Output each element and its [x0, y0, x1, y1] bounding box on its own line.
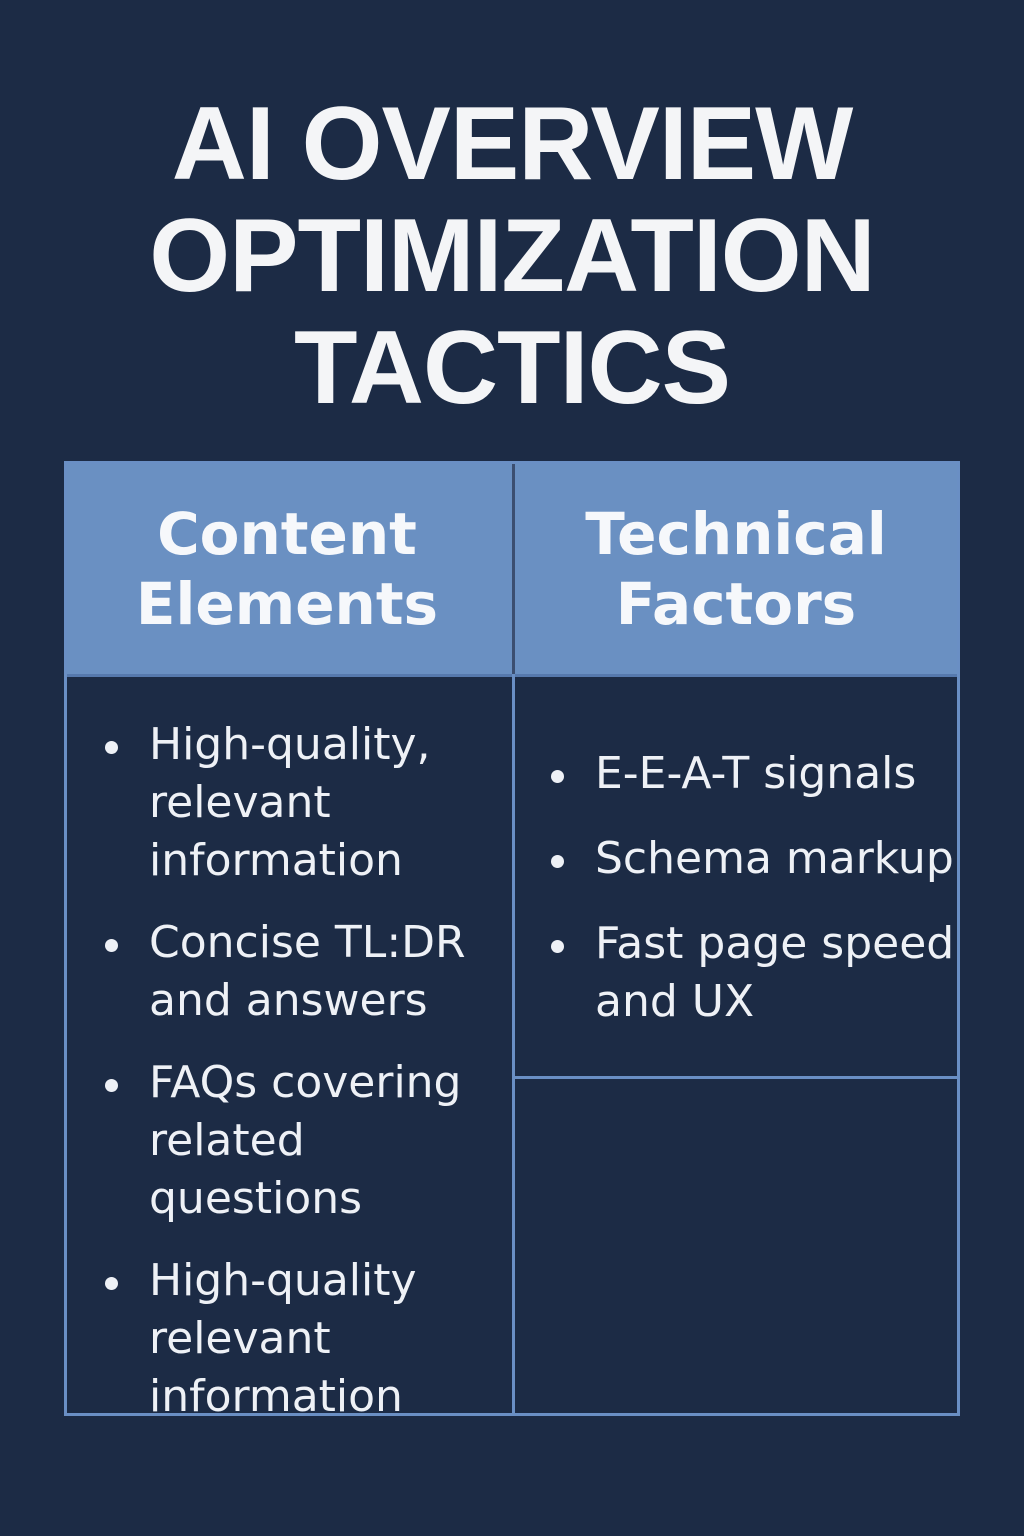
column-header-line-2: Elements [135, 570, 439, 638]
header-column-divider [512, 464, 515, 674]
bullet-icon [105, 1079, 118, 1092]
column-header-line-1: Technical [585, 500, 887, 568]
column-header-line-1: Content [157, 500, 417, 568]
list-item-text: Schema markup [595, 833, 954, 884]
list-item: Fast page speed and UX [513, 915, 959, 1031]
title-line-3: TACTICS [294, 310, 731, 426]
right-cell-divider [515, 1076, 957, 1079]
list-item: High-quality, relevant information [67, 716, 512, 890]
bullet-icon [105, 741, 118, 754]
technical-factors-list: E-E-A-T signals Schema markup Fast page … [513, 745, 959, 1058]
column-header-content-elements: Content Elements [67, 464, 507, 674]
list-item-text: E-E-A-T signals [595, 748, 917, 799]
column-header-technical-factors: Technical Factors [515, 464, 957, 674]
list-item: Schema markup [513, 830, 959, 888]
content-elements-list: High-quality, relevant information Conci… [67, 716, 512, 1450]
list-item-text: Concise TL:DR and answers [149, 917, 466, 1026]
tactics-table: Content Elements Technical Factors High-… [64, 461, 960, 1422]
title-line-2: OPTIMIZATION [149, 198, 876, 314]
list-item-text: FAQs covering related questions [149, 1057, 462, 1224]
bullet-icon [551, 770, 564, 783]
column-divider [512, 464, 515, 1413]
column-header-line-2: Factors [615, 570, 857, 638]
list-item: E-E-A-T signals [513, 745, 959, 803]
title-line-1: AI OVERVIEW [171, 86, 854, 202]
list-item: Concise TL:DR and answers [67, 914, 512, 1030]
list-item-text: High-quality, relevant information [149, 719, 431, 886]
bullet-icon [105, 939, 118, 952]
list-item-text: High-quality relevant information [149, 1255, 417, 1422]
bullet-icon [105, 1277, 118, 1290]
list-item: High-quality relevant information [67, 1252, 512, 1426]
list-item-text: Fast page speed and UX [595, 918, 955, 1027]
list-item: FAQs covering related questions [67, 1054, 512, 1228]
page-title: AI OVERVIEW OPTIMIZATION TACTICS [0, 88, 1024, 424]
bullet-icon [551, 940, 564, 953]
bullet-icon [551, 855, 564, 868]
